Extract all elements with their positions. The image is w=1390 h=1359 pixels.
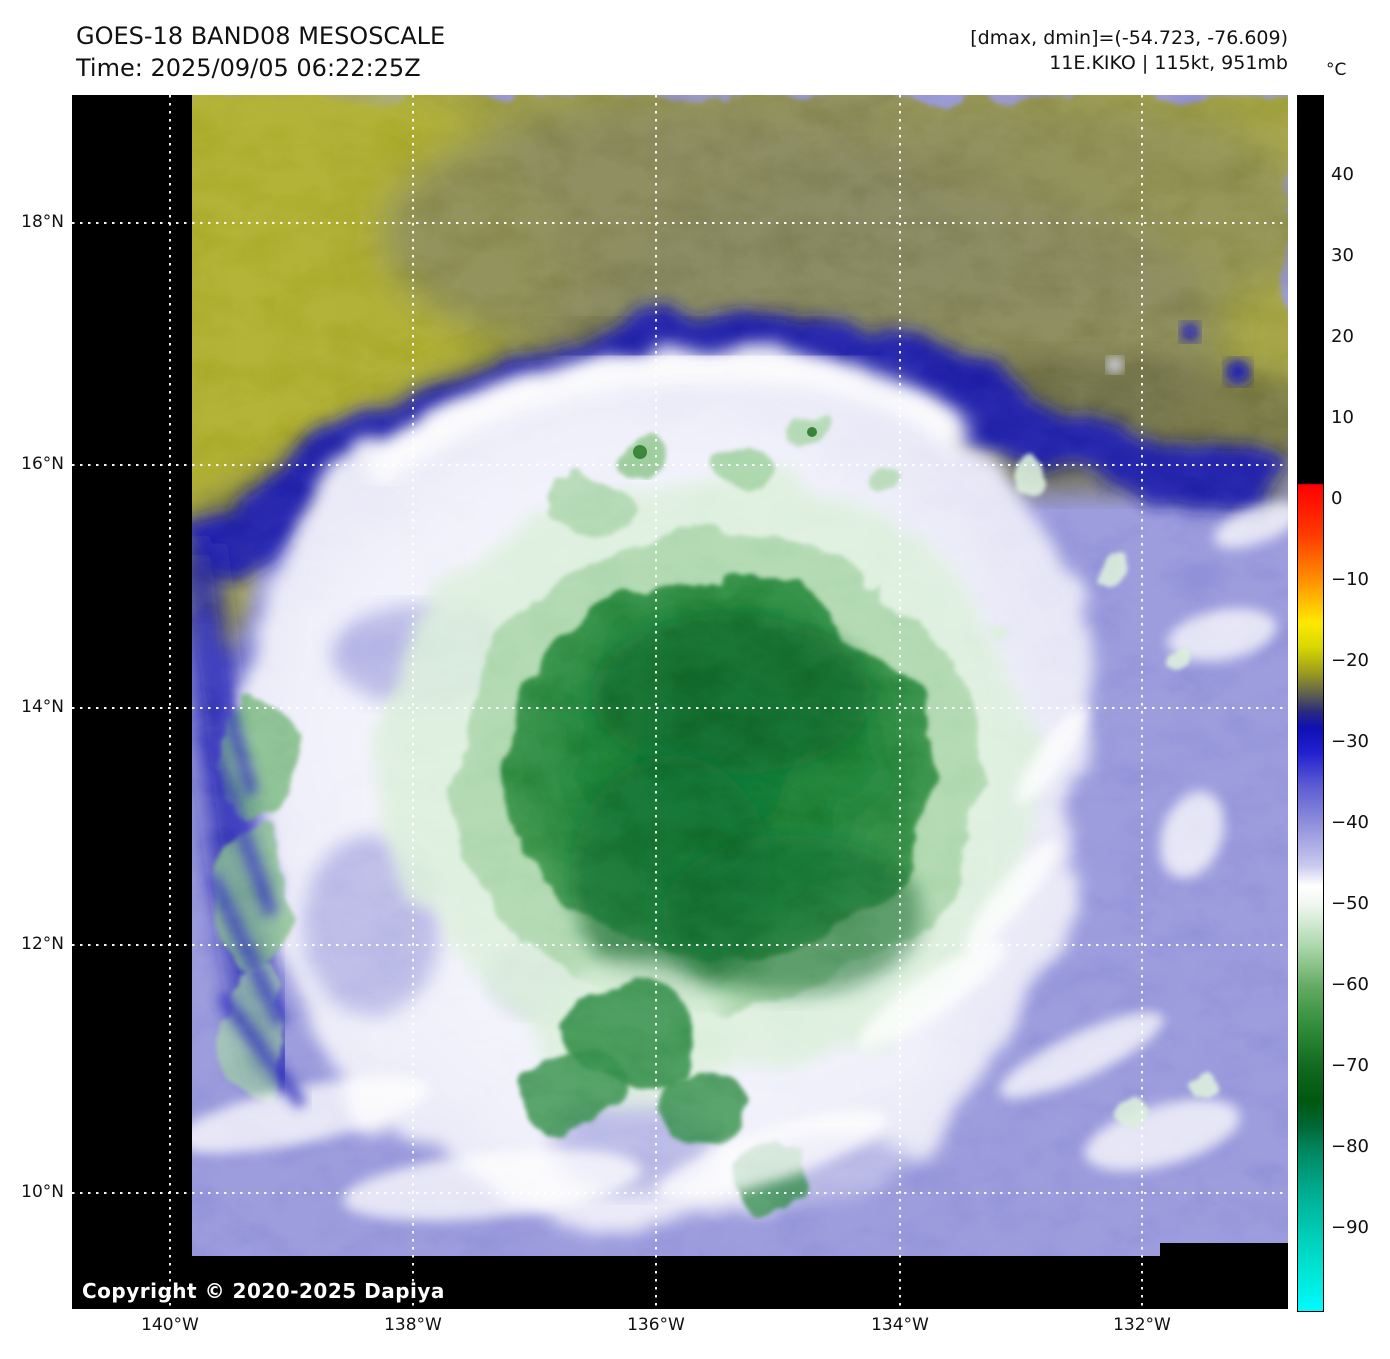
colorbar-tick-label: 0 (1331, 488, 1343, 509)
satellite-map: Copyright © 2020-2025 Dapiya (72, 95, 1288, 1309)
colorbar-tick-label: 20 (1331, 326, 1354, 347)
colorbar-tick-label: −80 (1331, 1136, 1369, 1157)
lon-tick-label: 138°W (384, 1315, 442, 1335)
colorbar-tick-label: −60 (1331, 974, 1369, 995)
storm-info-label: 11E.KIKO | 115kt, 951mb (1049, 52, 1288, 74)
lat-tick-label: 12°N (21, 934, 64, 954)
colorbar-tick-label: 30 (1331, 245, 1354, 266)
lat-tick-label: 16°N (21, 454, 64, 474)
lat-tick-label: 18°N (21, 212, 64, 232)
lat-tick-label: 10°N (21, 1182, 64, 1202)
graticule (72, 95, 1288, 1309)
satellite-swath (192, 95, 1288, 1256)
colorbar (1297, 95, 1324, 1312)
colorbar-tick-label: −50 (1331, 893, 1369, 914)
colorbar-unit-label: °C (1326, 60, 1347, 80)
colorbar-tick-label: −10 (1331, 569, 1369, 590)
colorbar-tick-label: −90 (1331, 1217, 1369, 1238)
colorbar-tick-label: −20 (1331, 650, 1369, 671)
colorbar-tick-label: 10 (1331, 407, 1354, 428)
title-line2: Time: 2025/09/05 06:22:25Z (76, 54, 421, 82)
colorbar-tick-label: −30 (1331, 731, 1369, 752)
colorbar-tick-label: −40 (1331, 812, 1369, 833)
colorbar-tick-label: −70 (1331, 1055, 1369, 1076)
colorbar-tick-label: 40 (1331, 164, 1354, 185)
lon-tick-label: 132°W (1113, 1315, 1171, 1335)
figure-title: GOES-18 BAND08 MESOSCALE Time: 2025/09/0… (76, 20, 445, 84)
dmax-dmin-label: [dmax, dmin]=(-54.723, -76.609) (970, 27, 1288, 49)
copyright-label: Copyright © 2020-2025 Dapiya (82, 1279, 445, 1303)
lon-tick-label: 136°W (627, 1315, 685, 1335)
lon-tick-label: 134°W (871, 1315, 929, 1335)
storm-annotation: [dmax, dmin]=(-54.723, -76.609) 11E.KIKO… (970, 26, 1288, 76)
title-line1: GOES-18 BAND08 MESOSCALE (76, 22, 446, 50)
satellite-image (72, 95, 1288, 1309)
lon-tick-label: 140°W (141, 1315, 199, 1335)
lat-tick-label: 14°N (21, 697, 64, 717)
